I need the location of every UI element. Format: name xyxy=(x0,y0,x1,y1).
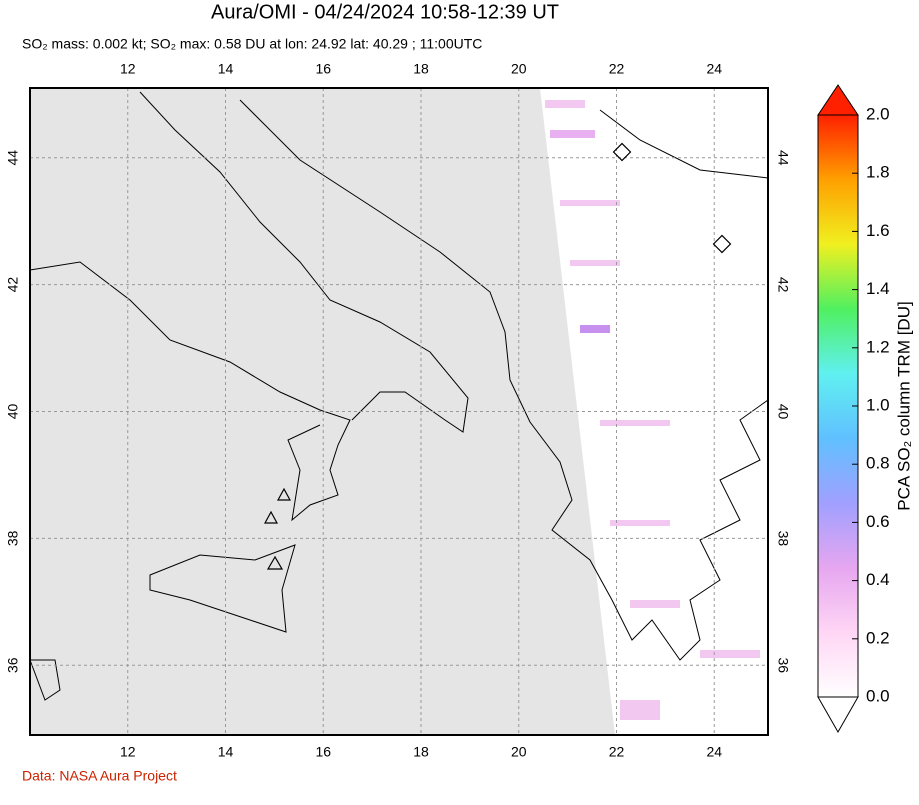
y-tick-label: 36 xyxy=(5,657,21,673)
colorbar-tick-label: 1.2 xyxy=(866,337,890,356)
colorbar xyxy=(817,114,859,698)
x-tick-label: 22 xyxy=(609,61,625,77)
colorbar-tick-label: 0.2 xyxy=(866,628,890,647)
volcano-markers xyxy=(263,142,732,570)
colorbar-extend-high xyxy=(817,84,859,116)
source-note: Data: NASA Aura Project xyxy=(22,768,177,784)
colorbar-tick-label: 0.0 xyxy=(866,686,890,705)
colorbar-label: PCA SO₂ column TRM [DU] xyxy=(894,301,913,510)
x-tick-label: 12 xyxy=(120,744,136,760)
y-tick-label: 36 xyxy=(775,657,791,673)
x-tick-label: 16 xyxy=(315,61,331,77)
x-tick-label: 20 xyxy=(511,744,527,760)
colorbar-tick-label: 1.6 xyxy=(866,221,890,240)
x-tick-label: 18 xyxy=(413,744,429,760)
coastline xyxy=(30,659,61,701)
colorbar-tick-label: 1.0 xyxy=(866,395,890,414)
colorbar-tick-label: 0.6 xyxy=(866,512,890,531)
x-tick-label: 24 xyxy=(706,744,722,760)
colorbar-tick-label: 1.8 xyxy=(866,163,890,182)
y-tick-label: 42 xyxy=(5,277,21,293)
coastline xyxy=(239,99,768,661)
colorbar-tick-label: 2.0 xyxy=(866,104,890,123)
x-tick-label: 16 xyxy=(315,744,331,760)
y-tick-label: 38 xyxy=(5,530,21,546)
chart-subtitle: SO₂ mass: 0.002 kt; SO₂ max: 0.58 DU at … xyxy=(22,36,482,52)
swath-pixels xyxy=(545,100,760,720)
grid xyxy=(30,88,768,735)
x-tick-label: 14 xyxy=(218,744,234,760)
colorbar-tick-label: 1.4 xyxy=(866,279,890,298)
map-frame xyxy=(29,87,769,736)
colorbar-extend-low xyxy=(817,696,859,734)
y-tick-label: 40 xyxy=(5,404,21,420)
x-tick-label: 12 xyxy=(120,61,136,77)
x-tick-label: 20 xyxy=(511,61,527,77)
y-tick-label: 42 xyxy=(775,277,791,293)
colorbar-tick-label: 0.4 xyxy=(866,570,890,589)
coastline xyxy=(149,544,296,633)
y-tick-label: 40 xyxy=(775,404,791,420)
y-tick-label: 44 xyxy=(5,150,21,166)
coastline xyxy=(30,91,469,522)
x-tick-label: 14 xyxy=(218,61,234,77)
x-tick-label: 24 xyxy=(706,61,722,77)
chart-title: Aura/OMI - 04/24/2024 10:58-12:39 UT xyxy=(211,1,559,23)
x-tick-label: 18 xyxy=(413,61,429,77)
y-tick-label: 38 xyxy=(775,531,791,547)
y-tick-label: 44 xyxy=(775,150,791,166)
colorbar-tick-label: 0.8 xyxy=(866,454,890,473)
x-tick-label: 22 xyxy=(609,744,625,760)
